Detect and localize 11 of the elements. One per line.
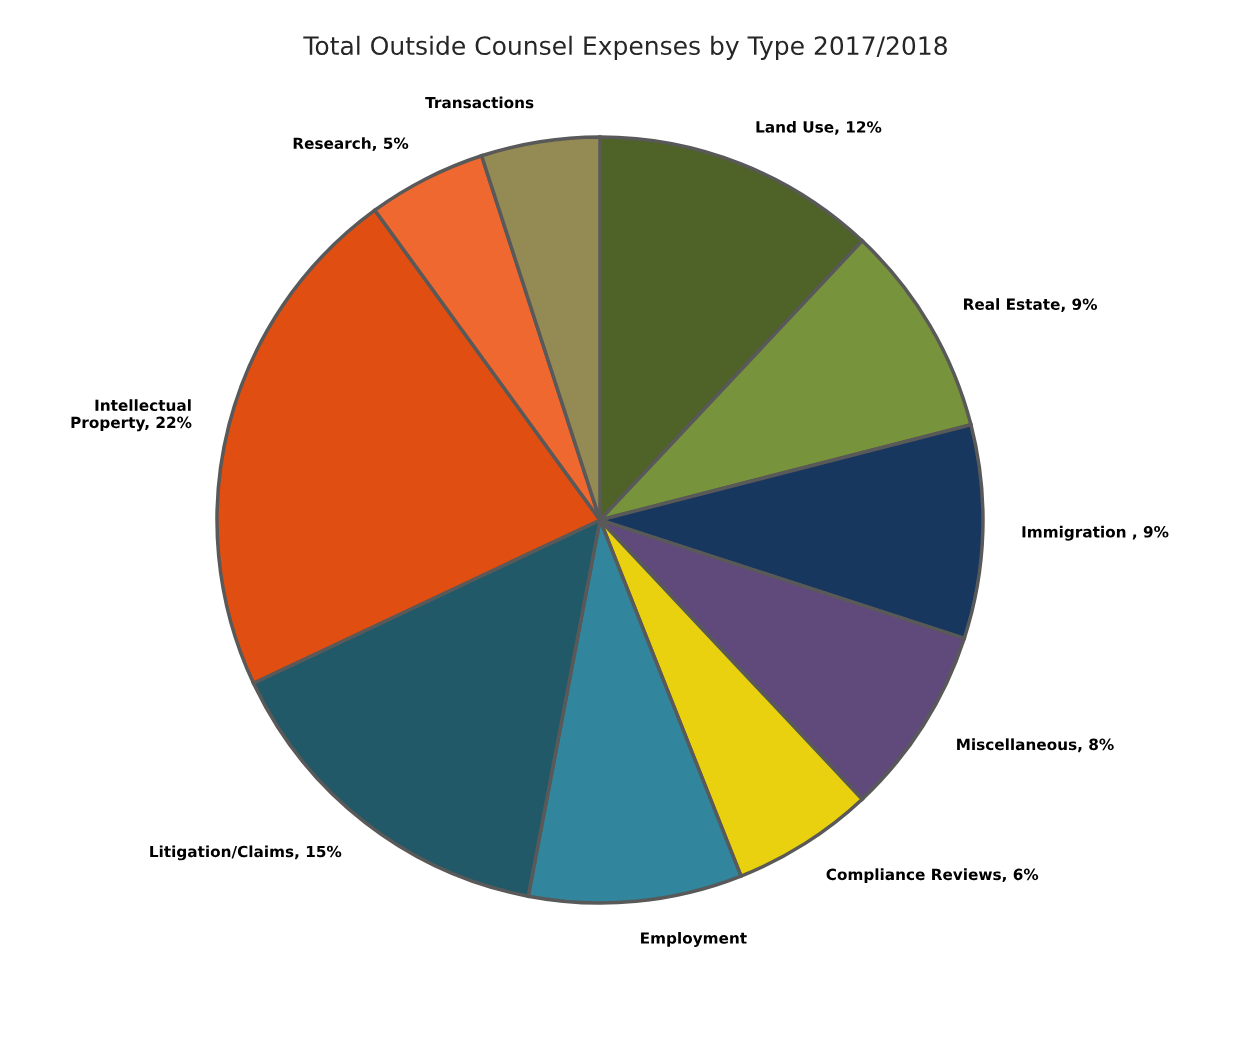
slice-label: Intellectual Property, 22% <box>71 399 192 432</box>
chart-title: Total Outside Counsel Expenses by Type 2017/2018 <box>303 35 947 60</box>
slice-label: Employment <box>641 931 747 947</box>
slice-label: Litigation/Claims, 15% <box>150 845 342 861</box>
slice-label: Land Use, 12% <box>756 120 882 135</box>
slice-label: Transactions <box>425 96 534 109</box>
slice-label: Miscellaneous, 8% <box>957 738 1114 753</box>
slice-label: Immigration , 9% <box>1022 525 1169 541</box>
slice-label: Research, 5% <box>293 137 409 151</box>
slice-label: Compliance Reviews, 6% <box>826 868 1039 884</box>
slice-label: Real Estate, 9% <box>964 298 1097 312</box>
